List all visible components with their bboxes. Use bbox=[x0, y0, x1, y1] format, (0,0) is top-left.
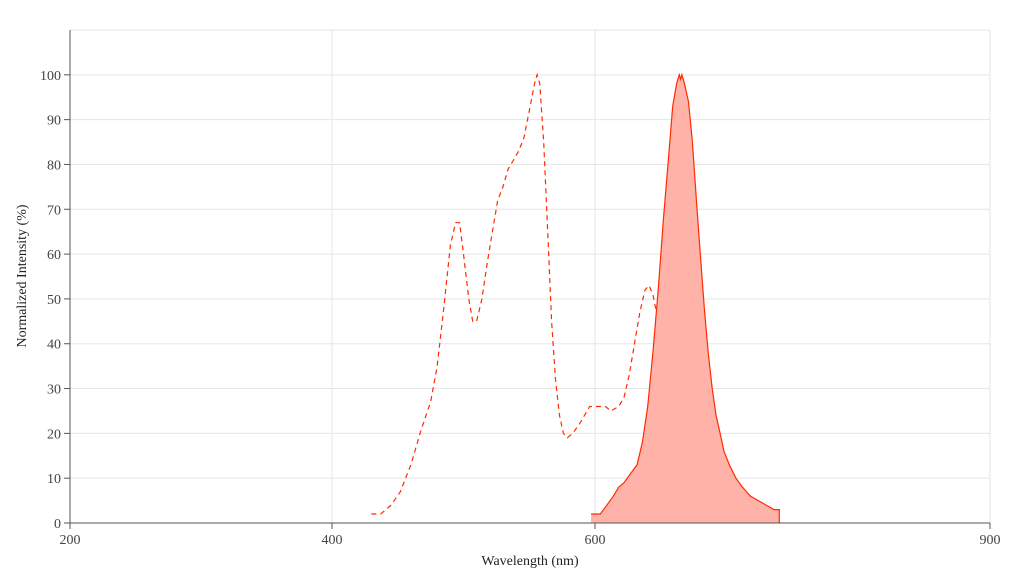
x-tick-label: 600 bbox=[585, 533, 606, 548]
y-tick-label: 20 bbox=[47, 427, 61, 442]
y-tick-label: 0 bbox=[54, 517, 61, 532]
tick-labels: 0 10 20 30 40 50 60 70 80 90 100 200 400 600 900 bbox=[40, 69, 1001, 548]
y-tick-label: 80 bbox=[47, 158, 61, 173]
x-tick-label: 900 bbox=[980, 533, 1001, 548]
y-tick-label: 40 bbox=[47, 338, 61, 353]
y-tick-label: 10 bbox=[47, 472, 61, 487]
x-axis-title: Wavelength (nm) bbox=[481, 554, 579, 569]
y-tick-label: 30 bbox=[47, 383, 61, 398]
emission-area bbox=[591, 74, 780, 524]
y-tick-label: 90 bbox=[47, 114, 61, 129]
y-tick-label: 100 bbox=[40, 69, 61, 84]
y-tick-label: 70 bbox=[47, 203, 61, 218]
emission-line bbox=[591, 72, 780, 523]
x-tick-label: 400 bbox=[322, 533, 343, 548]
x-tick-label: 200 bbox=[60, 533, 81, 548]
y-axis-title: Normalized Intensity (%) bbox=[15, 204, 30, 347]
series-layer bbox=[371, 72, 780, 524]
axes bbox=[69, 30, 990, 524]
grid-lines bbox=[70, 29, 991, 523]
y-tick-label: 60 bbox=[47, 248, 61, 263]
y-tick-label: 50 bbox=[47, 293, 61, 308]
